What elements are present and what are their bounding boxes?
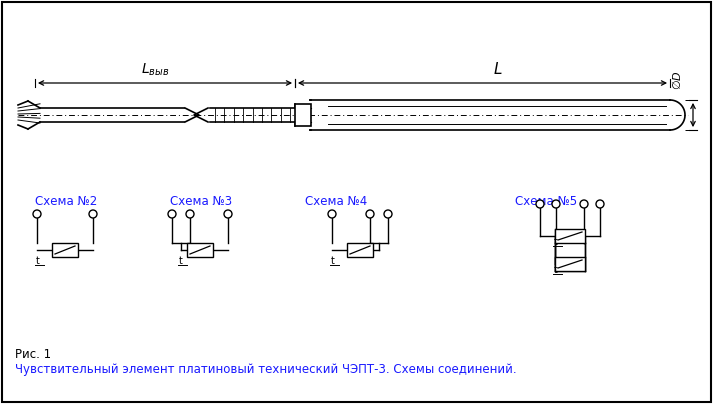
Circle shape xyxy=(580,200,588,208)
Text: Рис. 1: Рис. 1 xyxy=(15,348,51,361)
Text: $\varnothing D$: $\varnothing D$ xyxy=(671,70,683,90)
Text: t: t xyxy=(331,256,335,266)
Bar xyxy=(347,243,373,257)
Circle shape xyxy=(328,210,336,218)
Circle shape xyxy=(596,200,604,208)
Text: t: t xyxy=(554,237,558,247)
Circle shape xyxy=(33,210,41,218)
Bar xyxy=(295,104,311,126)
Bar xyxy=(555,257,585,271)
Text: Схема №2: Схема №2 xyxy=(35,195,97,208)
Circle shape xyxy=(89,210,97,218)
Text: Схема №4: Схема №4 xyxy=(305,195,367,208)
Circle shape xyxy=(384,210,392,218)
Circle shape xyxy=(366,210,374,218)
Text: Схема №5: Схема №5 xyxy=(515,195,577,208)
Bar xyxy=(187,243,213,257)
Circle shape xyxy=(186,210,194,218)
Circle shape xyxy=(536,200,544,208)
Bar xyxy=(52,243,78,257)
Circle shape xyxy=(168,210,176,218)
Text: t: t xyxy=(554,265,558,275)
Bar xyxy=(555,229,585,243)
Circle shape xyxy=(224,210,232,218)
Text: $L$: $L$ xyxy=(493,61,502,77)
Text: t: t xyxy=(179,256,183,266)
Text: Схема №3: Схема №3 xyxy=(170,195,232,208)
Text: t: t xyxy=(36,256,40,266)
Text: $L_{ выв}$: $L_{ выв}$ xyxy=(141,62,169,78)
Circle shape xyxy=(552,200,560,208)
Text: Чувствительный элемент платиновый технический ЧЭПТ-3. Схемы соединений.: Чувствительный элемент платиновый технич… xyxy=(15,363,517,376)
